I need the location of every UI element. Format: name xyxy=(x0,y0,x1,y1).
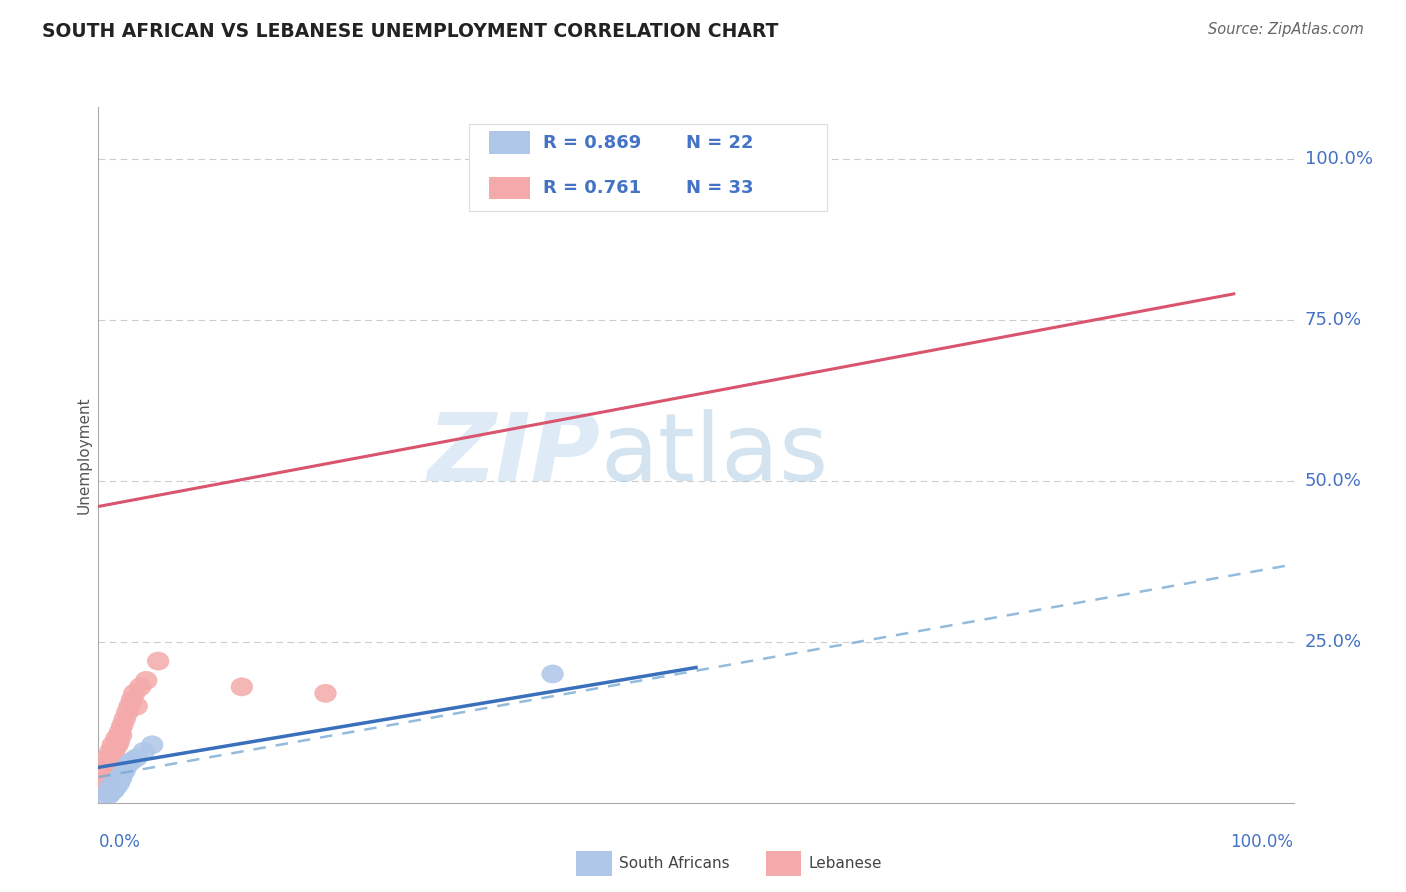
Text: SOUTH AFRICAN VS LEBANESE UNEMPLOYMENT CORRELATION CHART: SOUTH AFRICAN VS LEBANESE UNEMPLOYMENT C… xyxy=(42,22,779,41)
Bar xyxy=(489,177,530,199)
Ellipse shape xyxy=(121,690,142,709)
Text: ZIP: ZIP xyxy=(427,409,600,501)
Ellipse shape xyxy=(118,756,139,773)
Text: R = 0.761: R = 0.761 xyxy=(543,178,641,197)
Ellipse shape xyxy=(114,710,135,728)
Ellipse shape xyxy=(96,768,118,786)
Ellipse shape xyxy=(97,748,118,767)
Ellipse shape xyxy=(98,786,120,804)
Ellipse shape xyxy=(104,739,127,757)
Ellipse shape xyxy=(105,778,127,796)
Ellipse shape xyxy=(108,732,129,751)
Y-axis label: Unemployment: Unemployment xyxy=(76,396,91,514)
Ellipse shape xyxy=(110,726,132,744)
Ellipse shape xyxy=(103,736,124,754)
Ellipse shape xyxy=(111,716,134,734)
Ellipse shape xyxy=(142,736,163,754)
Ellipse shape xyxy=(100,784,121,802)
Text: 100.0%: 100.0% xyxy=(1305,150,1372,168)
Ellipse shape xyxy=(127,748,148,767)
Ellipse shape xyxy=(127,698,148,715)
Ellipse shape xyxy=(107,772,128,789)
Text: Source: ZipAtlas.com: Source: ZipAtlas.com xyxy=(1208,22,1364,37)
Ellipse shape xyxy=(118,698,141,715)
Ellipse shape xyxy=(100,752,121,770)
Text: 25.0%: 25.0% xyxy=(1305,632,1362,651)
Ellipse shape xyxy=(134,742,155,760)
Bar xyxy=(489,131,530,153)
Ellipse shape xyxy=(103,776,124,794)
Ellipse shape xyxy=(110,769,132,788)
Ellipse shape xyxy=(107,736,128,754)
Ellipse shape xyxy=(709,136,731,154)
Ellipse shape xyxy=(110,723,131,741)
Ellipse shape xyxy=(94,788,115,805)
Text: N = 33: N = 33 xyxy=(686,178,754,197)
Ellipse shape xyxy=(124,684,145,702)
Ellipse shape xyxy=(100,742,121,760)
Ellipse shape xyxy=(135,672,157,690)
Ellipse shape xyxy=(129,678,150,696)
FancyBboxPatch shape xyxy=(470,124,827,211)
Ellipse shape xyxy=(98,758,120,776)
Ellipse shape xyxy=(103,746,125,764)
Ellipse shape xyxy=(103,780,124,797)
Ellipse shape xyxy=(91,780,112,799)
Text: 0.0%: 0.0% xyxy=(98,833,141,851)
Ellipse shape xyxy=(105,730,127,747)
Text: N = 22: N = 22 xyxy=(686,134,754,152)
Ellipse shape xyxy=(101,782,122,800)
Ellipse shape xyxy=(94,762,115,780)
Text: Lebanese: Lebanese xyxy=(808,856,882,871)
Text: 50.0%: 50.0% xyxy=(1305,472,1361,490)
Ellipse shape xyxy=(100,780,121,799)
Text: atlas: atlas xyxy=(600,409,828,501)
Ellipse shape xyxy=(105,774,127,792)
Text: South Africans: South Africans xyxy=(619,856,730,871)
Ellipse shape xyxy=(94,774,117,792)
Ellipse shape xyxy=(103,780,125,799)
Ellipse shape xyxy=(121,752,142,770)
Text: R = 0.869: R = 0.869 xyxy=(543,134,641,152)
Text: 100.0%: 100.0% xyxy=(1230,833,1294,851)
Ellipse shape xyxy=(111,764,134,783)
Ellipse shape xyxy=(101,748,122,767)
Ellipse shape xyxy=(97,764,118,783)
Text: 75.0%: 75.0% xyxy=(1305,310,1362,328)
Ellipse shape xyxy=(94,772,115,789)
Ellipse shape xyxy=(110,768,131,786)
Ellipse shape xyxy=(96,756,118,773)
Ellipse shape xyxy=(114,762,135,780)
Ellipse shape xyxy=(117,704,138,722)
Ellipse shape xyxy=(541,665,564,683)
Ellipse shape xyxy=(108,774,129,792)
Ellipse shape xyxy=(231,678,253,696)
Ellipse shape xyxy=(97,784,118,802)
Ellipse shape xyxy=(148,652,169,670)
Ellipse shape xyxy=(100,778,121,796)
Ellipse shape xyxy=(315,684,336,702)
